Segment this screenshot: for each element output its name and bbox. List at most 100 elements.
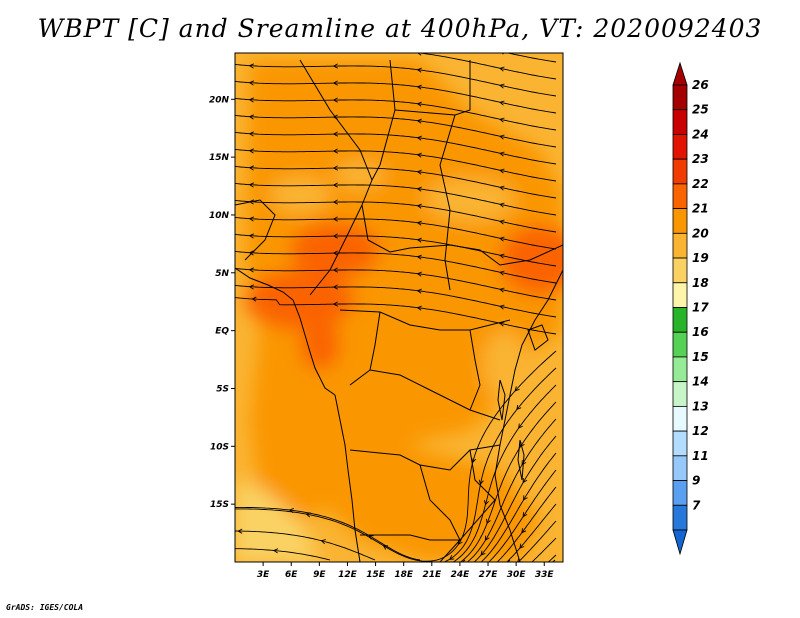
streamline [235,506,421,561]
streamline-arrow [522,477,528,484]
streamline-arrow [416,135,422,141]
lat-tick-label: 5S [216,384,229,394]
streamline-arrow [480,550,486,556]
streamline-arrow [522,512,528,518]
streamline [235,148,557,182]
colorbar-label: 20 [692,226,709,240]
streamline-arrow [518,423,523,429]
streamline-arrow [499,202,505,208]
map-title: WBPT [C] and Sreamline at 400hPa, VT: 20… [37,14,763,43]
lat-tick-label: 5N [215,269,229,279]
streamline-arrow [416,67,422,73]
streamline-arrow [416,169,422,175]
colorbar-swatch [672,84,688,111]
streamline-arrow [519,543,525,549]
colorbar-swatch [672,405,688,432]
streamline-arrow [499,219,505,225]
lon-tick-label: 15E [366,570,386,580]
colorbar-label: 12 [692,424,709,438]
streamline-arrow [272,548,279,554]
streamline-arrow [332,301,338,307]
streamline [496,486,557,562]
streamline-arrow [521,460,527,466]
colorbar-swatch [672,307,688,333]
colorbar-label: 14 [692,375,709,389]
lon-tick-label: 12E [338,570,358,580]
streamline [235,97,557,131]
streamline-arrow [416,288,422,294]
lat-axis: 20N 15N 10N 5N EQ 5S 10S 15S [209,95,235,510]
streamline-arrow [251,296,257,302]
streamline [480,452,557,562]
streamline-arrow [332,165,338,171]
streamline [531,537,557,562]
streamline-arrow [499,100,505,106]
streamline-arrow [248,267,254,273]
streamline-arrow [320,539,326,545]
streamline-arrow [248,216,254,222]
streamlines [235,53,557,562]
streamline [235,199,557,233]
colorbar-swatch [672,158,688,185]
streamline-arrow [248,284,254,290]
streamline-arrow [486,518,491,525]
streamline-arrow [416,305,422,311]
colorbar-swatch [672,208,688,234]
colorbar-swatch [672,183,688,210]
streamline-arrow [484,535,490,542]
streamline [506,53,557,63]
streamline-arrow [483,500,489,506]
streamline-arrow [332,63,338,69]
streamline-arrow [478,479,484,486]
streamline-arrow [499,151,505,157]
streamline-arrow [332,284,338,290]
streamline [235,182,557,216]
streamline-arrow [248,233,254,239]
streamline [235,233,557,267]
streamline-arrow [332,131,338,137]
streamline [443,367,557,562]
streamline [552,559,556,562]
colorbar-label: 16 [692,325,709,339]
colorbar-swatch [672,480,688,506]
streamline-arrow [499,270,505,276]
streamline-arrow [332,80,338,86]
streamline-arrow [499,236,505,242]
streamline-arrow [499,83,505,89]
colorbar-label: 9 [692,474,700,488]
colorbar-label: 17 [692,301,709,315]
streamline-arrow [237,528,243,534]
streamline-arrow [416,254,422,260]
streamline-arrow [416,271,422,277]
streamline [235,297,557,335]
streamline [235,63,557,97]
lat-tick-label: 15N [209,153,230,163]
colorbar-label: 24 [692,127,709,141]
colorbar-label: 7 [692,498,701,512]
lon-tick-label: 24E [451,570,471,580]
colorbar-swatch [672,381,688,407]
streamline-arrow [416,152,422,158]
colorbar-swatch [672,504,688,531]
streamline [506,503,557,562]
streamline-arrow [523,495,528,501]
colorbar-label: 25 [692,103,709,117]
streamline [235,80,557,114]
streamline [235,165,557,199]
lat-tick-label: 10N [209,211,230,221]
colorbar-label: 26 [692,78,709,92]
streamline-arrow [448,555,455,560]
colorbar-label: 15 [692,350,709,364]
colorbar-swatch [672,257,688,284]
streamline-arrow [248,97,254,103]
streamline [235,250,557,284]
colorbar-swatch [672,455,688,481]
lon-axis: 3E 6E 9E 12E 15E 18E 21E 24E 27E 30E 33E [257,562,554,580]
streamline-arrow [332,250,338,256]
streamline-arrow [248,114,254,120]
streamline [473,435,557,562]
colorbar-swatch [672,356,688,383]
streamline-arrow [332,233,338,239]
colorbar-label: 11 [692,449,709,463]
colorbar-swatch [672,232,688,259]
